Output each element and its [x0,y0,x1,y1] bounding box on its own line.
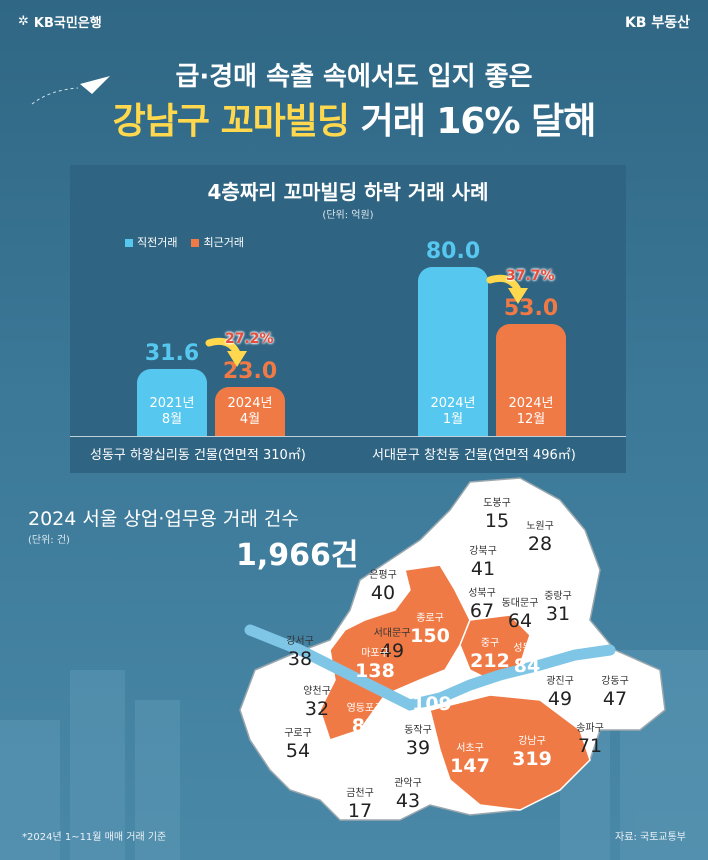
district-value: 109 [412,693,452,715]
district-name: 마포구 [361,647,389,659]
change-label-2: 37.7% [506,268,555,285]
map-highlight-gangnam [429,694,591,811]
bar-period-label: 2024년 1월 [430,396,476,427]
bar-period-label: 2024년 4월 [227,396,273,427]
district-name: 중구 [481,637,499,649]
paper-plane-icon [31,76,110,105]
district-name: 영등포구 [347,702,384,714]
district-name: 노원구 [526,520,554,532]
district-value: 147 [450,755,490,777]
source: 자료: 국토교통부 [615,832,686,843]
district-name: 종로구 [416,612,444,624]
headline-line1: 급·경매 속출 속에서도 입지 좋은 [175,62,533,92]
footnote: *2024년 1~11월 매매 거래 기준 [22,832,167,843]
district-name: 금천구 [346,787,374,799]
district-name: 서초구 [456,742,484,754]
bar-period-label: 2024년 12월 [508,396,554,427]
bar-period-label: 2021년 8월 [149,396,195,427]
district-name: 도봉구 [483,497,511,509]
group-caption-2: 서대문구 창천동 건물(연면적 496㎡) [372,448,576,463]
change-label-1: 27.2% [225,331,274,348]
district-value: 32 [305,698,329,720]
map-total: 1,966건 [236,538,359,573]
kb-realestate-brand: KB 부동산 [624,15,690,31]
district-value: 84 [514,655,540,677]
bar-recent-1 [215,387,285,436]
district-name: 강서구 [286,635,314,647]
district-value: 41 [471,558,495,580]
district-value: 49 [548,688,572,710]
district-name: 동대문구 [502,597,539,609]
district-value: 138 [355,660,395,682]
district-name: 양천구 [303,685,331,697]
bar-prev-2 [418,267,488,436]
district-value: 15 [485,510,509,532]
district-value: 39 [406,737,430,759]
district-name: 광진구 [546,675,574,687]
district-name: 관악구 [394,777,422,789]
district-name: 강남구 [518,735,546,747]
han-river [244,624,616,711]
star-icon: ✲ [18,14,29,29]
group-caption-1: 성동구 하왕십리동 건물(연면적 310㎡) [90,448,306,463]
district-value: 150 [410,625,450,647]
district-name: 성북구 [468,587,496,599]
bar-recent-2 [496,324,566,436]
bar-prev-1 [137,369,207,436]
headline-line2: 강남구 꼬마빌딩 거래 16% 달해 [0,92,708,144]
district-name: 성동구 [513,642,541,654]
district-name: 강북구 [469,545,497,557]
district-name: 중랑구 [544,590,572,602]
district-value: 17 [348,800,372,822]
district-value: 64 [508,610,532,632]
district-value: 71 [578,735,602,757]
district-name: 동작구 [404,724,432,736]
district-value: 47 [603,688,627,710]
district-name: 은평구 [369,569,397,581]
map-highlight-central [319,564,471,741]
district-value: 54 [286,740,310,762]
district-value: 28 [528,533,552,555]
district-name: 서대문구 [374,627,411,639]
district-name: 강동구 [601,675,629,687]
map-unit: (단위: 건) [28,535,70,546]
chart-legend: 직전거래 최근거래 [125,234,244,250]
district-value: 43 [396,790,420,812]
district-value: 67 [470,600,494,622]
district-name: 구로구 [284,728,312,739]
chart-unit: (단위: 억원) [322,210,374,221]
district-value: 38 [288,648,312,670]
bar-value-label: 23.0 [222,359,278,385]
bar-value-label: 31.6 [144,341,200,367]
district-value: 319 [512,748,552,770]
legend-prev: 직전거래 [125,234,177,250]
district-name: 송파구 [576,722,604,734]
down-arrow-icon [486,274,528,305]
headline-highlight: 강남구 꼬마빌딩 [112,101,350,142]
bar-value-label: 53.0 [503,296,559,322]
district-value: 82 [352,715,378,737]
bar-value-label: 80.0 [425,239,481,265]
district-value: 40 [371,582,395,604]
chart-title: 4층짜리 꼬마빌딩 하락 거래 사례 [207,180,489,204]
headline-rest: 거래 16% 달해 [360,101,597,142]
map-title: 2024 서울 상업·업무용 거래 건수 [28,508,299,530]
down-arrow-icon [205,338,247,368]
district-value: 49 [380,640,404,662]
district-name: 용산구 [418,680,446,692]
district-value: 31 [546,603,570,625]
chart-baseline [70,436,626,437]
kb-bank-logo: ✲ KB국민은행 [18,14,102,31]
district-value: 212 [470,650,510,672]
legend-recent: 최근거래 [191,234,244,250]
